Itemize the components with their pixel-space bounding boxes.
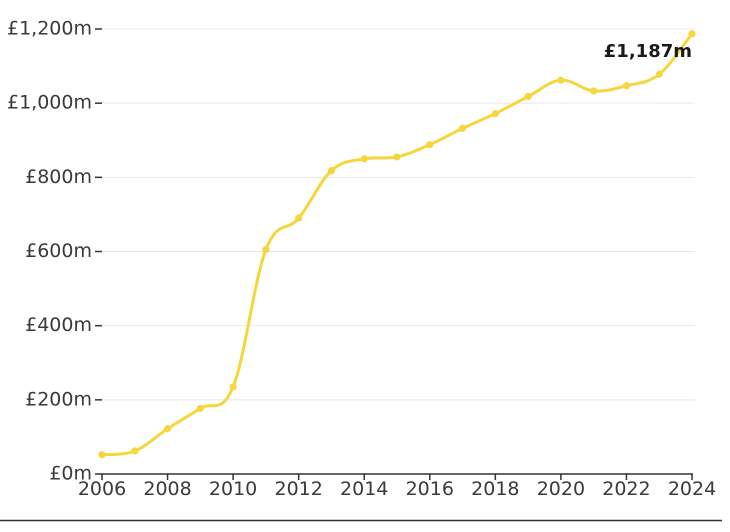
x-tick-label: 2022 [602,478,650,500]
data-point [196,404,204,412]
y-tick-label: £800m [25,166,92,188]
axes [95,28,693,480]
x-tick-label: 2008 [143,478,191,500]
series-line [100,32,694,457]
gridlines [102,28,695,401]
x-tick-label: 2006 [78,478,126,500]
data-point [590,87,598,95]
x-tick-label: 2010 [209,478,257,500]
x-tick-label: 2014 [340,478,388,500]
x-tick-label: 2024 [668,478,716,500]
x-tick-label: 2018 [471,478,519,500]
data-point [163,425,172,433]
y-tick-label: £600m [25,240,92,262]
data-point [622,82,631,90]
x-tick-label: 2020 [537,478,585,500]
data-point [295,214,303,222]
end-value-label: £1,187m [604,41,692,62]
data-point [360,155,368,163]
data-point [688,30,696,38]
labels: £0m £200m £400m £600m £800m £1,000m £1,200m 200… [7,18,716,501]
y-tick-label: £1,200m [7,18,92,40]
data-point [491,109,499,118]
y-tick-label: £400m [25,314,92,336]
y-tick-label: £0m [49,463,92,485]
data-point [524,92,532,101]
data-point [98,451,106,459]
data-point [262,246,270,254]
data-point [131,447,139,455]
data-point [458,124,467,132]
data-point [655,70,663,78]
data-point [327,167,336,175]
series-layer [98,30,696,459]
y-tick-label: £200m [25,388,92,410]
y-tick-label: £1,000m [7,92,92,114]
data-point [393,153,401,161]
data-point [557,76,565,84]
data-point [426,141,434,149]
x-tick-label: 2012 [274,478,322,500]
x-tick-label: 2016 [406,478,454,500]
data-point [229,383,237,391]
